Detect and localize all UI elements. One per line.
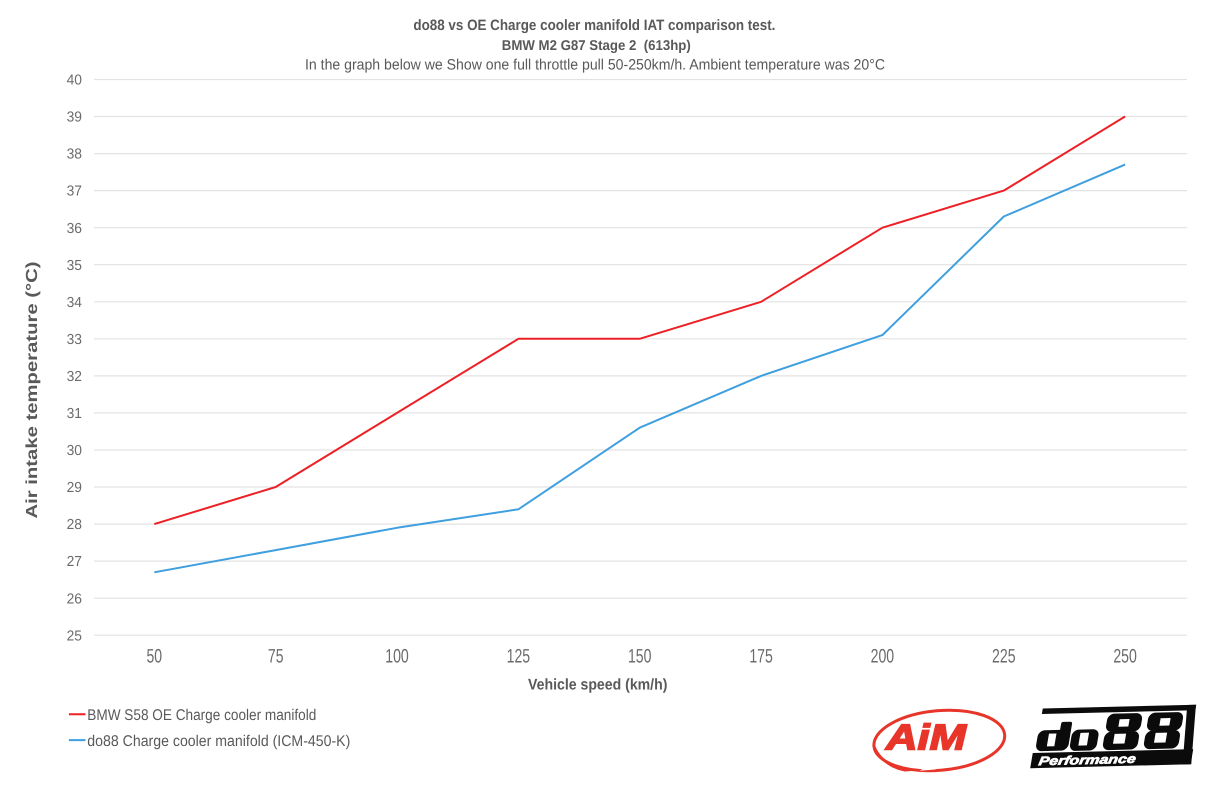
svg-text:36: 36 <box>67 221 82 237</box>
svg-text:Air intake temperature (°C): Air intake temperature (°C) <box>24 262 41 519</box>
svg-text:175: 175 <box>749 646 773 668</box>
svg-text:32: 32 <box>67 369 82 385</box>
svg-text:250: 250 <box>1113 646 1137 668</box>
svg-text:38: 38 <box>67 147 82 163</box>
svg-text:In the graph below we Show one: In the graph below we Show one full thro… <box>305 57 885 74</box>
svg-text:40: 40 <box>67 73 82 89</box>
svg-text:BMW M2 G87 Stage 2 (613hp): BMW M2 G87 Stage 2 (613hp) <box>502 38 691 54</box>
svg-text:do88 vs OE Charge cooler manif: do88 vs OE Charge cooler manifold IAT co… <box>413 17 775 34</box>
svg-text:31: 31 <box>67 406 82 422</box>
svg-text:AiM: AiM <box>885 717 967 758</box>
svg-text:100: 100 <box>385 646 409 668</box>
svg-text:35: 35 <box>67 258 82 274</box>
svg-text:50: 50 <box>147 646 163 668</box>
svg-text:BMW S58 OE Charge cooler manif: BMW S58 OE Charge cooler manifold <box>87 707 316 724</box>
svg-text:do88 Charge cooler manifold (I: do88 Charge cooler manifold (ICM-450-K) <box>87 733 350 750</box>
svg-text:125: 125 <box>507 646 531 668</box>
svg-text:75: 75 <box>268 646 284 668</box>
svg-text:Vehicle speed (km/h): Vehicle speed (km/h) <box>528 677 667 694</box>
svg-text:150: 150 <box>628 646 652 668</box>
svg-text:225: 225 <box>992 646 1016 668</box>
svg-text:29: 29 <box>67 480 82 496</box>
svg-text:27: 27 <box>67 554 82 570</box>
svg-text:37: 37 <box>67 184 82 200</box>
svg-text:28: 28 <box>67 517 82 533</box>
svg-text:30: 30 <box>67 443 82 459</box>
svg-text:Performance: Performance <box>1038 752 1138 768</box>
svg-text:39: 39 <box>67 110 82 126</box>
svg-text:200: 200 <box>871 646 895 668</box>
svg-text:34: 34 <box>67 295 82 311</box>
svg-text:26: 26 <box>67 591 82 607</box>
svg-text:33: 33 <box>67 332 82 348</box>
svg-text:25: 25 <box>67 628 82 644</box>
